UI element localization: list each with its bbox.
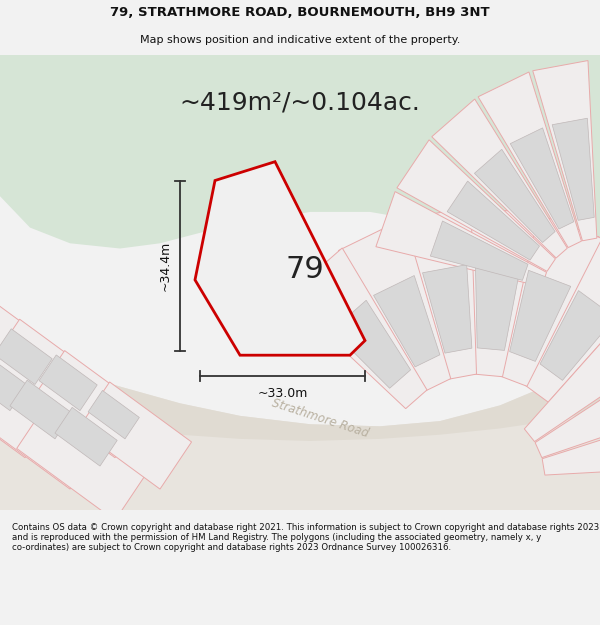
Polygon shape — [376, 192, 547, 287]
Polygon shape — [287, 248, 427, 409]
Polygon shape — [540, 291, 600, 381]
Polygon shape — [0, 352, 27, 411]
Polygon shape — [0, 288, 56, 395]
Polygon shape — [39, 355, 97, 411]
Polygon shape — [195, 162, 365, 355]
Polygon shape — [10, 380, 72, 439]
Polygon shape — [0, 370, 101, 489]
Polygon shape — [332, 300, 410, 388]
Text: Strathmore Road: Strathmore Road — [270, 396, 370, 440]
Polygon shape — [509, 271, 571, 361]
Polygon shape — [535, 368, 600, 458]
Polygon shape — [552, 118, 594, 220]
Polygon shape — [33, 351, 146, 458]
Polygon shape — [397, 140, 556, 271]
Polygon shape — [0, 319, 101, 426]
Polygon shape — [501, 213, 600, 386]
Polygon shape — [466, 207, 538, 377]
Text: ~34.4m: ~34.4m — [159, 241, 172, 291]
Polygon shape — [0, 329, 52, 384]
Polygon shape — [422, 264, 472, 353]
Polygon shape — [542, 418, 600, 475]
Polygon shape — [55, 408, 117, 466]
Polygon shape — [0, 353, 600, 510]
Polygon shape — [526, 236, 600, 402]
Polygon shape — [432, 99, 568, 258]
Polygon shape — [533, 61, 597, 241]
Text: 79, STRATHMORE ROAD, BOURNEMOUTH, BH9 3NT: 79, STRATHMORE ROAD, BOURNEMOUTH, BH9 3N… — [110, 6, 490, 19]
Text: ~33.0m: ~33.0m — [257, 387, 308, 399]
Polygon shape — [0, 353, 600, 441]
Polygon shape — [475, 149, 555, 242]
Text: 79: 79 — [286, 255, 325, 284]
Polygon shape — [374, 276, 440, 367]
Polygon shape — [88, 391, 139, 439]
Text: Map shows position and indicative extent of the property.: Map shows position and indicative extent… — [140, 34, 460, 44]
Text: ~419m²/~0.104ac.: ~419m²/~0.104ac. — [179, 90, 421, 114]
Polygon shape — [338, 219, 451, 391]
Polygon shape — [478, 72, 581, 248]
Polygon shape — [0, 308, 11, 426]
Polygon shape — [447, 181, 539, 260]
Polygon shape — [430, 221, 528, 281]
Polygon shape — [0, 55, 600, 254]
Polygon shape — [0, 339, 56, 458]
Text: Contains OS data © Crown copyright and database right 2021. This information is : Contains OS data © Crown copyright and d… — [12, 522, 599, 552]
Polygon shape — [510, 128, 574, 229]
Polygon shape — [400, 207, 476, 379]
Polygon shape — [17, 401, 146, 521]
Polygon shape — [475, 264, 520, 351]
Polygon shape — [524, 326, 600, 442]
Polygon shape — [78, 382, 191, 489]
